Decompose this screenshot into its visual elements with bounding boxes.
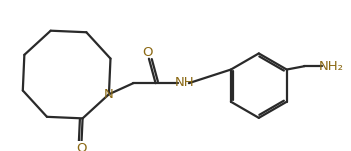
Text: N: N — [104, 88, 114, 101]
Text: O: O — [143, 46, 153, 59]
Text: NH₂: NH₂ — [319, 60, 344, 73]
Text: NH: NH — [175, 76, 195, 89]
Text: O: O — [76, 142, 87, 151]
